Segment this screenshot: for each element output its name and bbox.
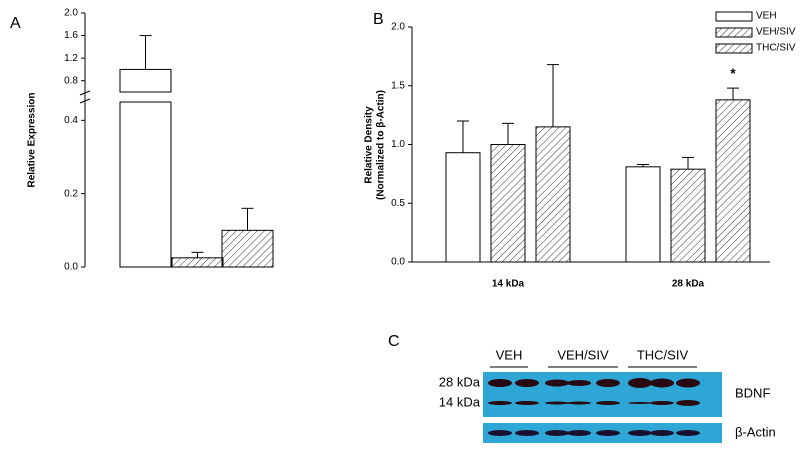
group-label: THC/SIV xyxy=(637,347,689,362)
band xyxy=(650,401,674,405)
bar xyxy=(119,101,172,268)
legend-swatch xyxy=(715,27,753,38)
target-label: β-Actin xyxy=(735,424,776,439)
bar xyxy=(625,166,661,263)
band xyxy=(488,379,512,387)
band xyxy=(596,401,620,405)
y-tick-label: 2.0 xyxy=(391,22,405,33)
bar xyxy=(715,99,751,263)
panel-label: B xyxy=(373,11,384,28)
band xyxy=(628,402,652,404)
band xyxy=(567,401,591,405)
band xyxy=(676,400,700,406)
western-blot: VEH VEH/SIV THC/SIV 28 kDa 14 kDa BDNF β-Actin xyxy=(439,347,776,443)
y-axis-label: Relative Density xyxy=(364,106,375,184)
y-tick-label: 0.2 xyxy=(64,188,78,199)
y-tick-label: 0.4 xyxy=(64,115,78,126)
band xyxy=(567,380,591,386)
legend-label: VEH xyxy=(756,11,777,22)
bar xyxy=(171,257,224,268)
y-tick-label: 2.0 xyxy=(64,8,78,19)
annotation: * xyxy=(730,65,736,81)
y-tick-label: 0.0 xyxy=(64,262,78,273)
legend-swatch xyxy=(715,43,753,54)
y-tick-label: 1.5 xyxy=(391,80,405,91)
band xyxy=(676,378,700,388)
y-tick-label: 1.2 xyxy=(64,53,78,64)
band xyxy=(628,378,652,388)
y-tick-label: 0.0 xyxy=(391,257,405,268)
x-tick-label: 28 kDa xyxy=(672,279,705,290)
band xyxy=(650,430,674,436)
band xyxy=(545,379,569,387)
bar xyxy=(670,168,706,263)
band xyxy=(676,430,700,436)
y-tick-label: 1.0 xyxy=(391,139,405,150)
band xyxy=(545,401,569,405)
x-tick-label: 14 kDa xyxy=(492,279,525,290)
band-label: 14 kDa xyxy=(439,394,481,409)
legend-label: THC/SIV xyxy=(756,43,796,54)
band xyxy=(488,401,512,405)
panel-label: C xyxy=(388,333,400,350)
band xyxy=(596,430,620,436)
band xyxy=(596,379,620,387)
axis-break xyxy=(79,98,91,104)
band xyxy=(628,430,652,436)
y-axis-label: (Normalized to β-Actin) xyxy=(376,90,387,200)
target-label: BDNF xyxy=(735,385,770,400)
band xyxy=(650,378,674,388)
band xyxy=(515,379,539,387)
bar xyxy=(445,152,481,263)
band xyxy=(567,430,591,436)
group-label: VEH xyxy=(496,347,523,362)
y-tick-label: 0.8 xyxy=(64,75,78,86)
legend-label: VEH/SIV xyxy=(756,27,796,38)
bar xyxy=(490,144,526,263)
y-axis-label: Relative Expression xyxy=(27,92,38,187)
band-label: 28 kDa xyxy=(439,374,481,389)
y-tick-label: 0.5 xyxy=(391,198,405,209)
band xyxy=(515,430,539,436)
legend-swatch xyxy=(715,11,753,22)
bar xyxy=(221,229,274,268)
bar xyxy=(535,126,571,263)
bar xyxy=(119,68,172,93)
group-label: VEH/SIV xyxy=(557,347,609,362)
panel-label: A xyxy=(10,15,21,32)
y-tick-label: 1.6 xyxy=(64,30,78,41)
band xyxy=(488,430,512,436)
band xyxy=(545,430,569,436)
axis-break xyxy=(79,90,91,96)
band xyxy=(515,401,539,405)
